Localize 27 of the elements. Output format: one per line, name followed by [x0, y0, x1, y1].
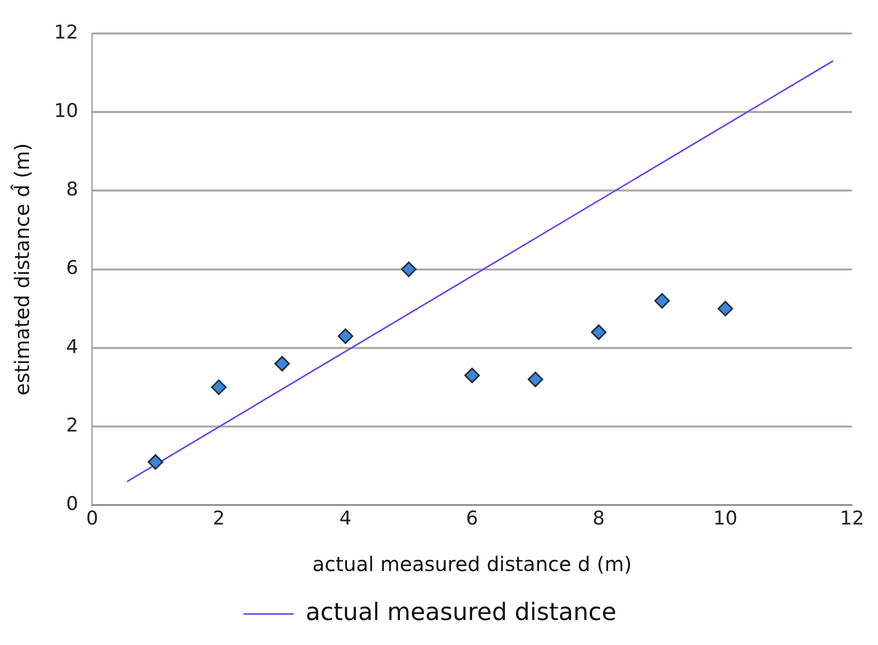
x-tick-label: 0	[86, 508, 98, 530]
y-tick-label: 4	[66, 336, 78, 358]
point	[338, 328, 354, 344]
point	[401, 262, 417, 278]
y-tick-label: 12	[54, 21, 78, 44]
point	[528, 372, 544, 388]
point	[148, 454, 164, 470]
x-tick-label: 12	[840, 508, 864, 530]
point	[654, 293, 670, 309]
x-tick-label: 6	[466, 508, 478, 530]
y-tick-label: 2	[66, 414, 78, 437]
point	[211, 380, 227, 395]
y-tick-label: 8	[66, 178, 78, 201]
x-axis-title: actual measured distance d (m)	[312, 552, 632, 576]
x-tick-label: 10	[713, 508, 738, 530]
x-tick-label: 8	[592, 508, 605, 530]
y-tick-label: 6	[66, 257, 78, 280]
y-axis-title: estimated distance d̂ (m)	[10, 143, 34, 396]
point	[718, 300, 734, 316]
legend-label: actual measured distance	[306, 598, 616, 626]
point	[590, 324, 606, 340]
x-tick-label: 4	[339, 508, 352, 530]
point	[464, 368, 480, 384]
y-tick-label: 10	[54, 100, 78, 122]
point	[274, 356, 290, 372]
y-tick-label: 0	[66, 493, 78, 516]
x-tick-label: 2	[212, 508, 225, 530]
